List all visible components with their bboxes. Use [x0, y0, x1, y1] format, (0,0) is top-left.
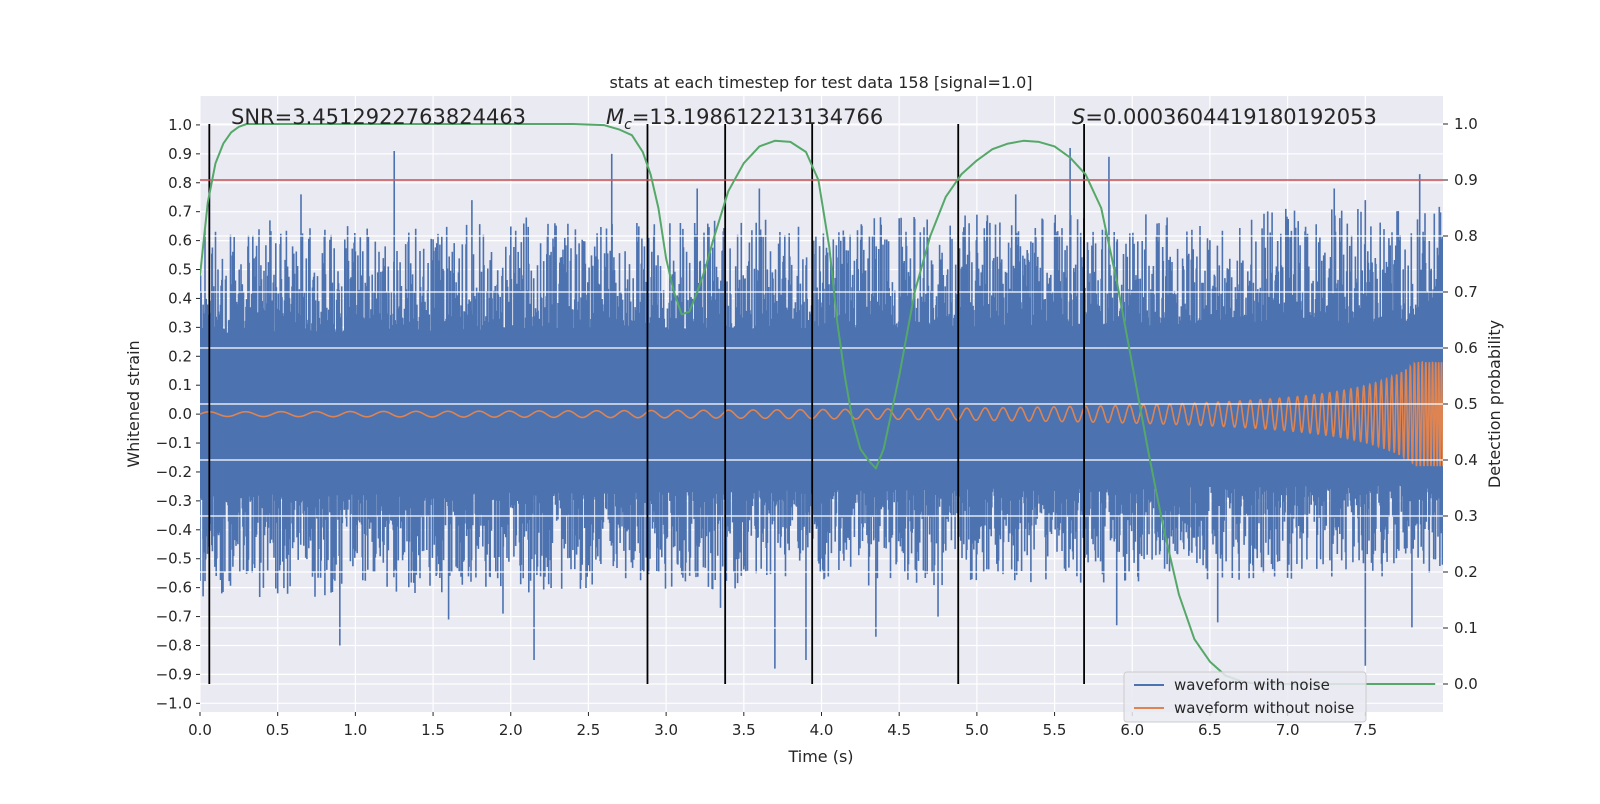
y-tick-layer: −1.0 −0.9 −0.8 −0.7 −0.6 −0.5 −0.4 −0.3 −0.2 −0.1… [156, 116, 200, 712]
s-annotation: S=0.0003604419180192053 [1072, 105, 1377, 129]
y-axis-label: Whitened strain [124, 340, 143, 467]
probability-layer [200, 123, 1436, 685]
y2-tick-label: 0.7 [1454, 283, 1478, 301]
y2-tick-label: 0.6 [1454, 339, 1478, 357]
chirp-mass-value: =13.198612213134766 [632, 105, 883, 129]
y-tick-label: −0.3 [156, 492, 192, 510]
y-tick-label: −0.6 [156, 579, 192, 597]
y-tick-label: 0.8 [168, 174, 192, 192]
y-tick-label: −0.7 [156, 608, 192, 626]
y-tick-label: −0.5 [156, 550, 192, 568]
y2-tick-label: 1.0 [1454, 115, 1478, 133]
y2-tick-label: 0.9 [1454, 171, 1478, 189]
x-tick-label: 7.0 [1276, 721, 1300, 739]
y-tick-label: 0.4 [168, 289, 192, 307]
s-symbol: S [1072, 105, 1085, 129]
y2-tick-label: 0.1 [1454, 619, 1478, 637]
legend-box [1123, 671, 1367, 723]
y-tick-label: 0.1 [168, 376, 192, 394]
y2-axis-label: Detection probability [1485, 320, 1504, 488]
y-tick-label: 0.0 [168, 405, 192, 423]
x-tick-label: 6.0 [1120, 721, 1144, 739]
chart-title: stats at each timestep for test data 158… [609, 73, 1032, 92]
x-tick-label: 5.5 [1043, 721, 1067, 739]
vline-layer [208, 124, 1085, 684]
y-tick-label: −0.2 [156, 463, 192, 481]
y-tick-label: 0.3 [168, 318, 192, 336]
x-tick-label: 3.0 [654, 721, 678, 739]
y-tick-label: 1.0 [168, 116, 192, 134]
x-tick-label: 7.5 [1353, 721, 1377, 739]
y2-tick-label: 0.0 [1454, 675, 1478, 693]
y-tick-label: 0.2 [168, 347, 192, 365]
y-tick-label: −0.4 [156, 521, 192, 539]
legend: waveform with noise waveform without noi… [1123, 671, 1367, 723]
x-tick-label: 4.0 [810, 721, 834, 739]
x-tick-label: 0.5 [266, 721, 290, 739]
y2-tick-label: 0.4 [1454, 451, 1478, 469]
x-tick-label: 1.0 [343, 721, 367, 739]
y-tick-label: 0.6 [168, 232, 192, 250]
s-value: =0.0003604419180192053 [1085, 105, 1377, 129]
y2-tick-label: 0.3 [1454, 507, 1478, 525]
y2-tick-label: 0.2 [1454, 563, 1478, 581]
legend-label-clean: waveform without noise [1174, 699, 1354, 717]
y-tick-label: −1.0 [156, 694, 192, 712]
y2-tick-label: 0.8 [1454, 227, 1478, 245]
clean-waveform-layer [200, 360, 1443, 467]
x-tick-label: 4.5 [887, 721, 911, 739]
clean-waveform-series [200, 360, 1443, 467]
y-tick-label: −0.8 [156, 636, 192, 654]
noisy-waveform-layer [200, 148, 1443, 669]
noisy-waveform-series [200, 206, 1443, 597]
x-tick-label: 6.5 [1198, 721, 1222, 739]
y2-tick-layer: 0.0 0.1 0.2 0.3 0.4 0.5 0.6 0.7 0.8 0.9 1.0 [1443, 115, 1478, 693]
y-tick-label: 0.7 [168, 203, 192, 221]
x-tick-label: 2.5 [577, 721, 601, 739]
x-tick-layer: 0.0 0.5 1.0 1.5 2.0 2.5 3.0 3.5 4.0 4.5 5.0 5.5 6.0 6… [188, 712, 1377, 739]
chirp-mass-annotation: Mc=13.198612213134766 [606, 105, 883, 133]
y2-tick-label: 0.5 [1454, 395, 1478, 413]
snr-annotation: SNR=3.4512922763824463 [231, 105, 526, 129]
x-tick-label: 2.0 [499, 721, 523, 739]
x-tick-label: 0.0 [188, 721, 212, 739]
x-axis-label: Time (s) [787, 747, 853, 766]
probability-series [200, 123, 1436, 685]
x-tick-label: 3.5 [732, 721, 756, 739]
y-tick-label: 0.9 [168, 145, 192, 163]
y-tick-label: −0.1 [156, 434, 192, 452]
y-tick-label: 0.5 [168, 261, 192, 279]
x-tick-label: 1.5 [421, 721, 445, 739]
chirp-mass-symbol: M [606, 105, 624, 129]
y-tick-label: −0.9 [156, 665, 192, 683]
chirp-mass-subscript: c [624, 117, 632, 133]
x-tick-label: 5.0 [965, 721, 989, 739]
legend-label-noisy: waveform with noise [1174, 676, 1330, 694]
